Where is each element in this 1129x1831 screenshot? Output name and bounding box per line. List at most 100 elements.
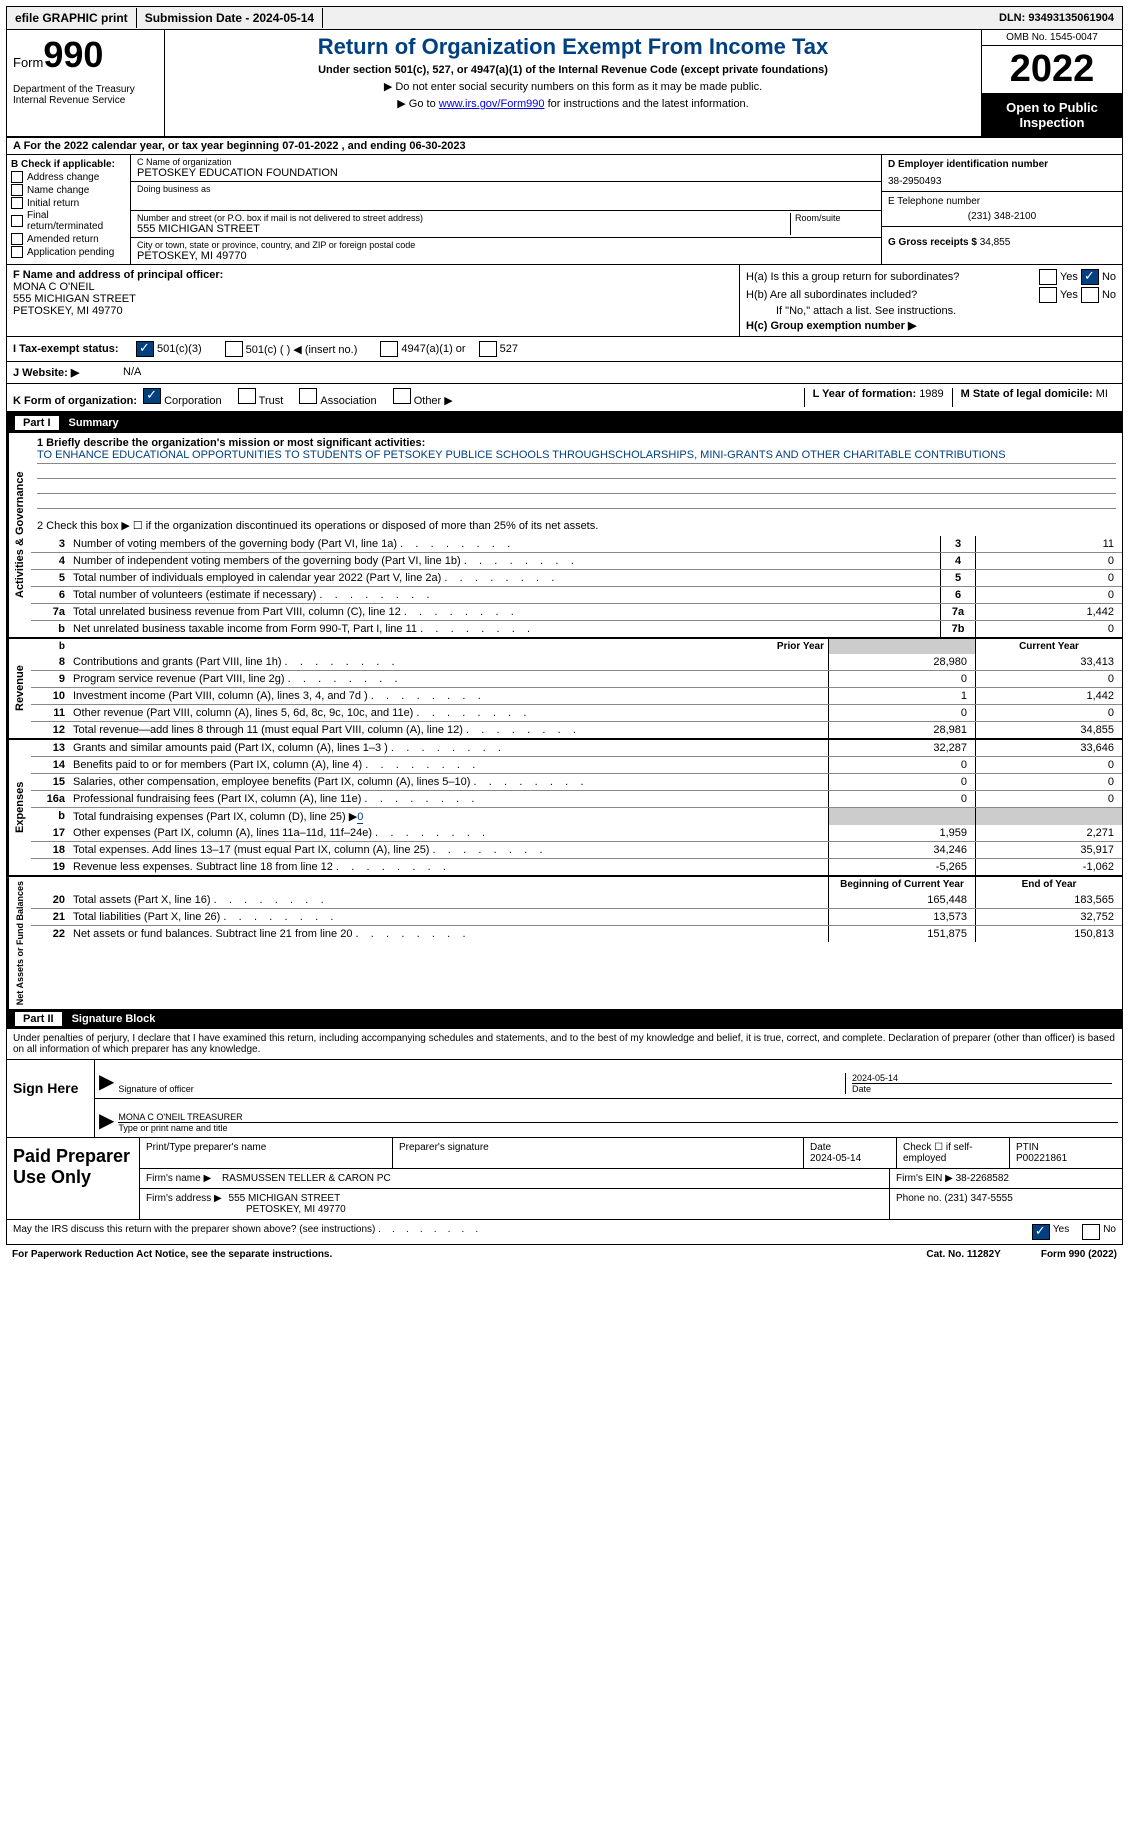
row-i-tax-status: I Tax-exempt status: 501(c)(3) 501(c) ( …	[7, 336, 1122, 361]
discuss-no-checkbox[interactable]	[1082, 1224, 1100, 1240]
preparer-name-label: Print/Type preparer's name	[140, 1138, 393, 1168]
city-value: PETOSKEY, MI 49770	[137, 250, 875, 262]
website-label: J Website: ▶	[13, 366, 123, 379]
street-value: 555 MICHIGAN STREET	[137, 223, 790, 235]
row-val: 0	[975, 553, 1122, 569]
website-value: N/A	[123, 366, 141, 379]
line16b-desc: Total fundraising expenses (Part IX, col…	[69, 808, 828, 825]
irs-link[interactable]: www.irs.gov/Form990	[439, 98, 545, 110]
initial-return-checkbox[interactable]	[11, 197, 23, 209]
pra-notice: For Paperwork Reduction Act Notice, see …	[12, 1249, 926, 1260]
prior-val: 0	[828, 705, 975, 721]
curr-val: 1,442	[975, 688, 1122, 704]
cb-final-return: Final return/terminated	[27, 210, 126, 232]
discuss-row: May the IRS discuss this return with the…	[7, 1219, 1122, 1244]
s527-checkbox[interactable]	[479, 341, 497, 357]
trust-checkbox[interactable]	[238, 388, 256, 404]
row-num: b	[31, 621, 69, 637]
prior-val: 28,980	[828, 654, 975, 670]
lyear-label: L Year of formation:	[813, 388, 917, 400]
c-other-checkbox[interactable]	[225, 341, 243, 357]
submission-date-button[interactable]: Submission Date - 2024-05-14	[137, 8, 323, 28]
name-change-checkbox[interactable]	[11, 184, 23, 196]
org-name: PETOSKEY EDUCATION FOUNDATION	[137, 167, 875, 179]
hb-no-label: No	[1102, 289, 1116, 301]
discuss-yes-checkbox[interactable]	[1032, 1224, 1050, 1240]
row-desc: Revenue less expenses. Subtract line 18 …	[69, 859, 828, 875]
row-num: 10	[31, 688, 69, 704]
form-org-label: K Form of organization:	[13, 395, 137, 407]
row-num: 11	[31, 705, 69, 721]
row-val: 0	[975, 587, 1122, 603]
c3-label: 501(c)(3)	[157, 343, 202, 355]
ha-no-checkbox[interactable]	[1081, 269, 1099, 285]
prior-val: 28,981	[828, 722, 975, 738]
firm-ein-label: Firm's EIN ▶	[896, 1173, 953, 1184]
ptin-value: P00221861	[1016, 1153, 1116, 1164]
a1-checkbox[interactable]	[380, 341, 398, 357]
curr-val: 32,752	[975, 909, 1122, 925]
prep-phone-value: (231) 347-5555	[944, 1193, 1012, 1204]
row-desc: Number of independent voting members of …	[69, 553, 940, 569]
dept-treasury: Department of the Treasury Internal Reve…	[13, 84, 158, 106]
discuss-yes-label: Yes	[1053, 1224, 1069, 1240]
section-a-year: A For the 2022 calendar year, or tax yea…	[7, 136, 1122, 154]
line16b-num: b	[31, 808, 69, 825]
cb-app-pending: Application pending	[27, 247, 114, 258]
row-desc: Other expenses (Part IX, column (A), lin…	[69, 825, 828, 841]
hb-yes-checkbox[interactable]	[1039, 287, 1057, 303]
row-desc: Total liabilities (Part X, line 26)	[69, 909, 828, 925]
s527-label: 527	[500, 343, 518, 355]
form-number: 990	[43, 34, 103, 75]
row-num: 18	[31, 842, 69, 858]
officer-signature-label: Signature of officer	[118, 1084, 845, 1094]
ptin-label: PTIN	[1016, 1142, 1116, 1153]
prior-val: 0	[828, 757, 975, 773]
row-box: 6	[940, 587, 975, 603]
row-num: 20	[31, 892, 69, 908]
revenue-label: Revenue	[7, 639, 31, 738]
row-num: 21	[31, 909, 69, 925]
cb-amended: Amended return	[27, 234, 99, 245]
hb-no-checkbox[interactable]	[1081, 287, 1099, 303]
section-f-officer: F Name and address of principal officer:…	[7, 265, 740, 336]
prior-val: 0	[828, 791, 975, 807]
final-return-checkbox[interactable]	[11, 215, 23, 227]
row-desc: Program service revenue (Part VIII, line…	[69, 671, 828, 687]
sign-here-block: Sign Here ▶ Signature of officer 2024-05…	[7, 1059, 1122, 1137]
row-desc: Professional fundraising fees (Part IX, …	[69, 791, 828, 807]
paid-preparer-block: Paid Preparer Use Only Print/Type prepar…	[7, 1137, 1122, 1219]
corp-checkbox[interactable]	[143, 388, 161, 404]
assoc-label: Association	[320, 395, 376, 407]
tax-status-label: I Tax-exempt status:	[13, 343, 133, 355]
corp-label: Corporation	[164, 395, 221, 407]
c3-checkbox[interactable]	[136, 341, 154, 357]
check-b-label: B Check if applicable:	[11, 159, 126, 170]
curr-val: 33,646	[975, 740, 1122, 756]
sign-date-value: 2024-05-14	[852, 1073, 1112, 1083]
efile-button[interactable]: efile GRAPHIC print	[7, 8, 137, 28]
amended-return-checkbox[interactable]	[11, 233, 23, 245]
part-2-header: Part II Signature Block	[7, 1009, 1122, 1029]
row-box: 7b	[940, 621, 975, 637]
current-year-header: Current Year	[975, 639, 1122, 654]
row-num: 8	[31, 654, 69, 670]
hc-label: H(c) Group exemption number ▶	[746, 319, 1116, 332]
b-label: b	[31, 639, 69, 654]
ha-yes-checkbox[interactable]	[1039, 269, 1057, 285]
app-pending-checkbox[interactable]	[11, 246, 23, 258]
prior-val: 165,448	[828, 892, 975, 908]
lyear-value: 1989	[919, 388, 943, 400]
sign-date-label: Date	[852, 1083, 1112, 1094]
row-desc: Total assets (Part X, line 16)	[69, 892, 828, 908]
address-change-checkbox[interactable]	[11, 171, 23, 183]
prior-year-header: Prior Year	[69, 639, 828, 654]
firm-ein-value: 38-2268582	[956, 1173, 1009, 1184]
trust-label: Trust	[259, 395, 284, 407]
assoc-checkbox[interactable]	[299, 388, 317, 404]
firm-name-label: Firm's name ▶	[146, 1173, 211, 1184]
other-checkbox[interactable]	[393, 388, 411, 404]
ein-label: D Employer identification number	[888, 159, 1116, 170]
ha-label: H(a) Is this a group return for subordin…	[746, 271, 1036, 283]
top-bar: efile GRAPHIC print Submission Date - 20…	[6, 6, 1123, 30]
